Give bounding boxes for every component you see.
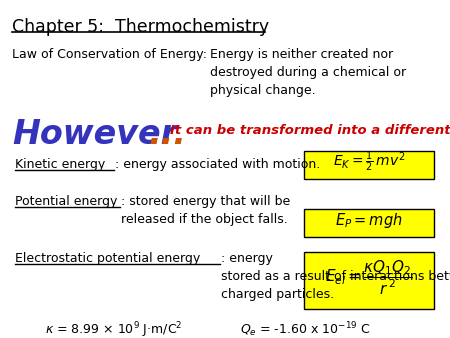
Text: $E_P = mgh$: $E_P = mgh$ bbox=[335, 211, 403, 230]
Text: Law of Conservation of Energy:: Law of Conservation of Energy: bbox=[12, 48, 207, 61]
Text: $E_K = \frac{1}{2}\,mv^2$: $E_K = \frac{1}{2}\,mv^2$ bbox=[333, 150, 405, 174]
Text: Kinetic energy: Kinetic energy bbox=[15, 158, 105, 171]
Text: $Q_e$ = -1.60 x 10$^{-19}$ C: $Q_e$ = -1.60 x 10$^{-19}$ C bbox=[240, 320, 371, 338]
Text: Chapter 5:  Thermochemistry: Chapter 5: Thermochemistry bbox=[12, 18, 269, 36]
Text: ...: ... bbox=[148, 118, 186, 151]
FancyBboxPatch shape bbox=[304, 252, 434, 309]
Text: However: However bbox=[12, 118, 177, 151]
Text: : energy
stored as a result of interactions between
charged particles.: : energy stored as a result of interacti… bbox=[221, 252, 450, 301]
Text: Energy is neither created nor
destroyed during a chemical or
physical change.: Energy is neither created nor destroyed … bbox=[210, 48, 406, 97]
Text: It can be transformed into a different type.: It can be transformed into a different t… bbox=[170, 124, 450, 137]
Text: Potential energy: Potential energy bbox=[15, 195, 117, 208]
Text: Electrostatic potential energy: Electrostatic potential energy bbox=[15, 252, 200, 265]
FancyBboxPatch shape bbox=[304, 209, 434, 237]
Text: : stored energy that will be
released if the object falls.: : stored energy that will be released if… bbox=[121, 195, 290, 226]
Text: : energy associated with motion.: : energy associated with motion. bbox=[115, 158, 320, 171]
Text: $\kappa$ = 8.99 × 10$^9$ J·m/C$^2$: $\kappa$ = 8.99 × 10$^9$ J·m/C$^2$ bbox=[45, 320, 182, 338]
FancyBboxPatch shape bbox=[304, 151, 434, 179]
Text: $E_{el} = \dfrac{\kappa Q_1 Q_2}{r^{\,2}}$: $E_{el} = \dfrac{\kappa Q_1 Q_2}{r^{\,2}… bbox=[325, 259, 413, 297]
